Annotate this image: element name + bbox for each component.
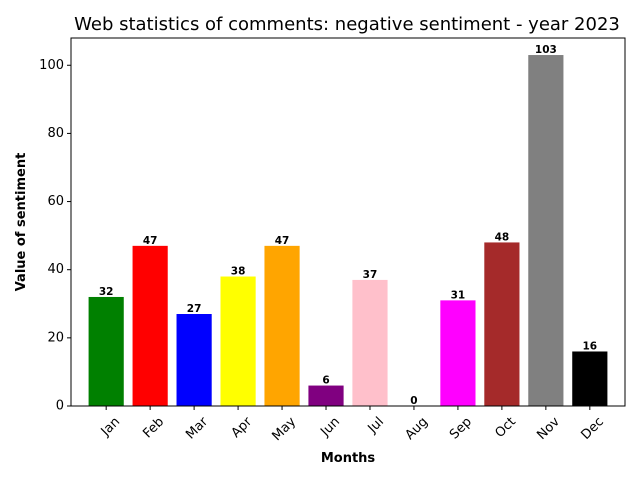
data-label-oct: 48 bbox=[495, 231, 510, 243]
data-label-aug: 0 bbox=[410, 395, 417, 407]
bar-jul bbox=[352, 279, 388, 406]
x-tick-label-nov: Nov bbox=[534, 414, 563, 443]
data-label-apr: 38 bbox=[231, 266, 246, 278]
bar-oct bbox=[484, 242, 520, 406]
data-label-jun: 6 bbox=[322, 375, 329, 387]
x-tick-label-jan: Jan bbox=[98, 414, 123, 439]
x-tick-label-feb: Feb bbox=[140, 414, 167, 441]
data-label-mar: 27 bbox=[187, 303, 202, 315]
y-axis-label: Value of sentiment bbox=[14, 153, 29, 292]
bar-sep bbox=[440, 300, 476, 406]
data-label-feb: 47 bbox=[143, 235, 158, 247]
y-tick-label-0: 0 bbox=[56, 399, 64, 414]
data-label-nov: 103 bbox=[535, 44, 557, 56]
x-tick-label-may: May bbox=[269, 414, 299, 444]
data-label-jul: 37 bbox=[363, 269, 378, 281]
bar-dec bbox=[572, 351, 608, 406]
bar-may bbox=[264, 245, 300, 406]
data-label-dec: 16 bbox=[583, 340, 598, 352]
x-tick-label-mar: Mar bbox=[183, 414, 211, 442]
y-tick-label-60: 60 bbox=[47, 194, 64, 209]
data-label-may: 47 bbox=[275, 235, 290, 247]
x-tick-label-jul: Jul bbox=[365, 414, 387, 436]
y-tick-label-40: 40 bbox=[47, 262, 64, 277]
bar-nov bbox=[528, 55, 564, 406]
plot-area: 32 47 27 38 47 6 37 0 31 48 103 16 bbox=[88, 44, 608, 407]
x-tick-label-apr: Apr bbox=[229, 414, 256, 441]
y-tick-label-20: 20 bbox=[47, 330, 64, 345]
bar-jan bbox=[88, 296, 124, 406]
bar-mar bbox=[176, 314, 212, 406]
x-tick-label-jun: Jun bbox=[317, 414, 343, 440]
plot-frame bbox=[70, 37, 626, 407]
bar-jun bbox=[308, 385, 344, 406]
y-tick-label-100: 100 bbox=[39, 58, 64, 73]
bar-apr bbox=[220, 276, 256, 406]
x-tick-label-oct: Oct bbox=[492, 414, 519, 441]
y-tick-label-80: 80 bbox=[47, 126, 64, 141]
data-label-jan: 32 bbox=[99, 286, 114, 298]
data-label-sep: 31 bbox=[451, 289, 466, 301]
x-tick-label-aug: Aug bbox=[402, 414, 431, 443]
x-tick-label-dec: Dec bbox=[578, 414, 606, 442]
x-tick-label-sep: Sep bbox=[447, 414, 475, 442]
bar-feb bbox=[132, 245, 168, 406]
x-axis-label: Months bbox=[321, 451, 376, 466]
chart-title: Web statistics of comments: negative sen… bbox=[74, 14, 620, 35]
